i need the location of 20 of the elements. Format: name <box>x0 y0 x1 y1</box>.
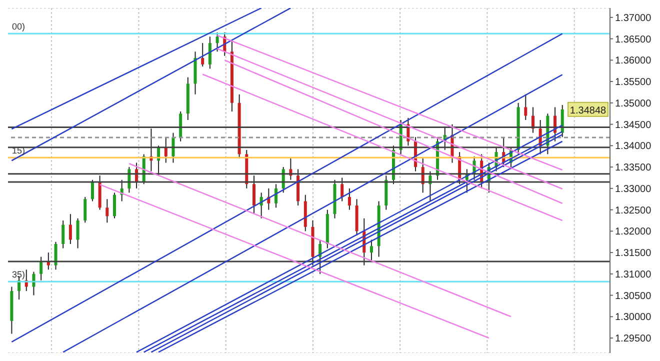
y-tick-label: 1.31500 <box>615 248 652 260</box>
y-tick-label: 1.30500 <box>615 290 652 302</box>
y-tick-label: 1.29500 <box>615 334 652 345</box>
y-tick-label: 1.37000 <box>615 12 652 24</box>
y-tick-label: 1.35000 <box>615 98 652 110</box>
y-tick-label: 1.33000 <box>615 184 652 195</box>
annotation: 00) <box>12 22 26 32</box>
y-tick-label: 1.31000 <box>615 269 652 280</box>
annotation: 1.34848 <box>570 105 607 116</box>
y-tick-label: 1.36500 <box>615 34 652 46</box>
y-tick-label: 1.34000 <box>615 141 652 152</box>
y-tick-label: 1.32500 <box>615 205 652 216</box>
annotation: 35) <box>12 270 26 280</box>
y-tick-label: 1.30000 <box>615 312 652 324</box>
annotation: 15) <box>12 146 26 156</box>
y-tick-label: 1.33500 <box>615 162 652 174</box>
y-tick-label: 1.36000 <box>615 56 652 67</box>
y-tick-label: 1.32000 <box>615 226 652 238</box>
y-tick-label: 1.35500 <box>615 77 652 88</box>
y-tick-label: 1.34500 <box>615 120 652 131</box>
